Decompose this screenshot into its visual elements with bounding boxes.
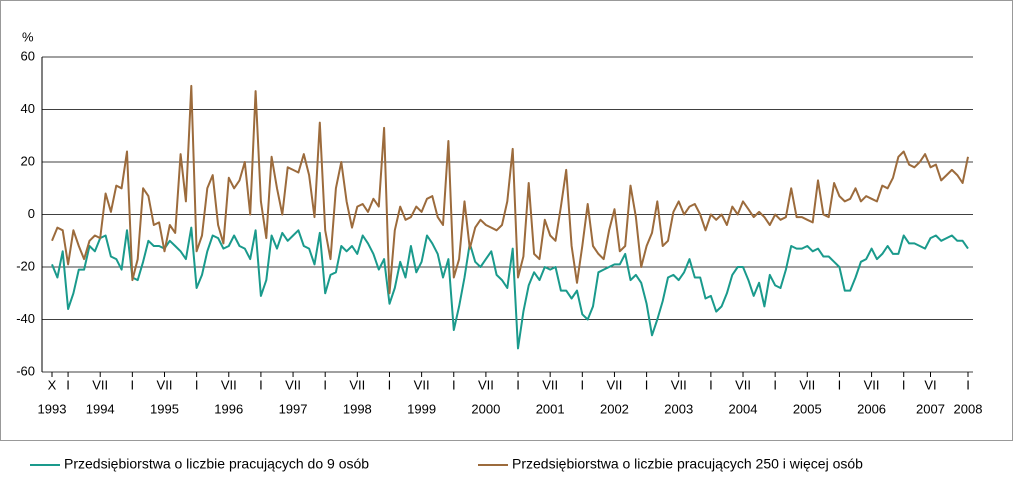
x-year-label: 2008 xyxy=(954,401,983,416)
x-tick-label: VII xyxy=(349,377,365,392)
x-tick-label: X xyxy=(48,377,57,392)
y-tick-label: -40 xyxy=(16,311,35,326)
x-tick-label: VII xyxy=(157,377,173,392)
x-year-label: 1999 xyxy=(407,401,436,416)
x-tick-label: VI xyxy=(924,377,936,392)
x-tick-label: VII xyxy=(607,377,623,392)
x-tick-label: VII xyxy=(414,377,430,392)
x-tick-label: I xyxy=(131,377,135,392)
x-year-label: 1997 xyxy=(279,401,308,416)
x-year-label: 2005 xyxy=(793,401,822,416)
x-tick-label: I xyxy=(773,377,777,392)
x-tick-label: VII xyxy=(92,377,108,392)
y-tick-label: 40 xyxy=(21,101,35,116)
x-tick-label: I xyxy=(645,377,649,392)
x-year-label: 2000 xyxy=(471,401,500,416)
x-year-label: 2007 xyxy=(916,401,945,416)
x-tick-label: I xyxy=(388,377,392,392)
x-tick-label: I xyxy=(581,377,585,392)
x-tick-label: I xyxy=(966,377,970,392)
x-year-label: 1998 xyxy=(343,401,372,416)
x-tick-label: I xyxy=(323,377,327,392)
x-year-label: 1994 xyxy=(86,401,115,416)
x-year-label: 1993 xyxy=(38,401,67,416)
x-year-label: 2004 xyxy=(729,401,758,416)
legend-label: Przedsiębiorstwa o liczbie pracujących d… xyxy=(64,456,369,472)
series-line xyxy=(51,84,969,295)
x-tick-label: I xyxy=(709,377,713,392)
x-tick-label: VII xyxy=(221,377,237,392)
y-tick-label: -20 xyxy=(16,258,35,273)
x-tick-label: I xyxy=(259,377,263,392)
x-tick-label: VII xyxy=(285,377,301,392)
x-tick-label: I xyxy=(838,377,842,392)
x-tick-label: VII xyxy=(864,377,880,392)
x-year-label: 1995 xyxy=(150,401,179,416)
x-tick-label: I xyxy=(195,377,199,392)
x-tick-label: VII xyxy=(735,377,751,392)
x-tick-label: I xyxy=(66,377,70,392)
x-year-label: 2003 xyxy=(664,401,693,416)
x-tick-label: I xyxy=(452,377,456,392)
y-tick-label: 60 xyxy=(21,48,35,63)
y-tick-label: 0 xyxy=(28,206,35,221)
legend-label: Przedsiębiorstwa o liczbie pracujących 2… xyxy=(512,456,863,472)
x-year-label: 2002 xyxy=(600,401,629,416)
y-axis-label: % xyxy=(22,29,34,44)
x-tick-label: I xyxy=(516,377,520,392)
x-year-label: 2006 xyxy=(857,401,886,416)
x-tick-label: I xyxy=(902,377,906,392)
y-tick-label: 20 xyxy=(21,153,35,168)
x-tick-label: VII xyxy=(799,377,815,392)
x-tick-label: VII xyxy=(671,377,687,392)
series-line xyxy=(51,226,969,350)
x-year-label: 1996 xyxy=(214,401,243,416)
x-tick-label: VII xyxy=(478,377,494,392)
y-tick-label: -60 xyxy=(16,363,35,378)
x-tick-label: VII xyxy=(542,377,558,392)
x-year-label: 2001 xyxy=(536,401,565,416)
